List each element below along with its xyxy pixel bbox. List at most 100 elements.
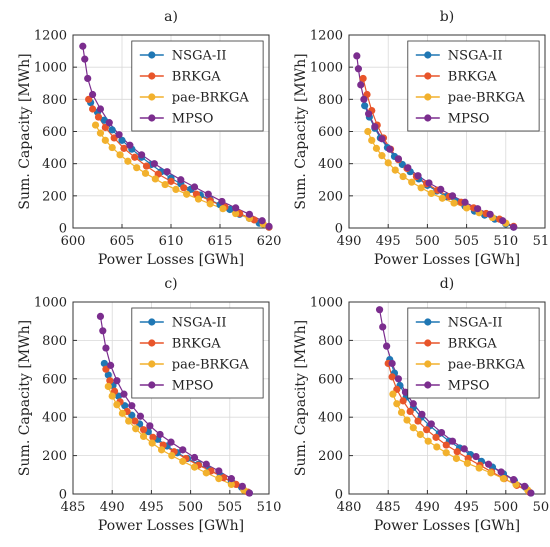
data-point — [194, 195, 203, 203]
data-point — [219, 205, 227, 213]
chart-panel-1: 490 495 500 505 510 515 0 200 400 600 800 1000 1200 b… — [293, 9, 550, 268]
y-tick-label: 0 — [59, 488, 67, 503]
data-point — [472, 452, 480, 461]
data-point — [414, 417, 422, 425]
x-tick-label: 490 — [415, 500, 440, 515]
y-tick-label: 600 — [318, 125, 343, 140]
data-point — [379, 323, 387, 331]
data-point — [167, 438, 175, 446]
legend-marker — [424, 318, 432, 326]
data-point — [399, 172, 407, 181]
data-point — [113, 377, 121, 385]
legend-marker — [148, 339, 156, 347]
x-tick-label: 505 — [454, 234, 479, 249]
data-point — [393, 385, 401, 393]
panel-label: c) — [164, 276, 177, 292]
data-point — [172, 185, 180, 193]
data-point — [521, 482, 529, 490]
data-point — [105, 119, 113, 127]
legend-label: MPSO — [172, 112, 214, 127]
data-point — [104, 371, 112, 379]
data-point — [215, 467, 223, 475]
data-point — [132, 425, 140, 433]
y-tick-label: 1000 — [310, 61, 343, 76]
data-point — [398, 160, 406, 169]
data-point — [190, 453, 199, 462]
data-point — [359, 74, 367, 83]
data-point — [124, 157, 132, 165]
data-point — [510, 223, 518, 231]
data-point — [131, 153, 139, 161]
data-point — [437, 185, 445, 193]
data-point — [94, 113, 103, 121]
y-axis-title: Sum. Capacity [MWh] — [293, 320, 309, 476]
data-point — [510, 476, 518, 484]
data-point — [108, 143, 116, 152]
data-point — [179, 446, 187, 454]
legend-marker — [148, 360, 156, 368]
data-point — [450, 199, 458, 207]
x-axis-title: Power Losses [GWh] — [98, 518, 244, 534]
legend-marker — [148, 318, 156, 326]
x-tick-label: 490 — [100, 500, 125, 515]
legend-label: pae-BRKGA — [172, 91, 250, 106]
x-tick-label: 495 — [139, 500, 164, 515]
data-point — [150, 160, 158, 168]
x-tick-label: 485 — [376, 500, 401, 515]
data-point — [375, 306, 384, 314]
data-point — [96, 129, 105, 137]
legend-marker — [148, 381, 156, 389]
y-axis-title: Sum. Capacity [MWh] — [293, 53, 309, 209]
legend-marker — [424, 360, 432, 368]
legend-label: pae-BRKGA — [448, 358, 526, 373]
x-tick-label: 615 — [208, 234, 233, 249]
panel-label: b) — [440, 9, 454, 25]
x-tick-label: 510 — [493, 234, 518, 249]
y-tick-label: 800 — [318, 334, 343, 349]
y-tick-label: 1200 — [310, 29, 343, 44]
y-tick-label: 400 — [42, 411, 67, 426]
data-point — [258, 217, 266, 225]
data-point — [120, 390, 128, 398]
plot-frame — [72, 301, 270, 495]
x-tick-label: 505 — [533, 500, 550, 515]
x-tick-label: 620 — [257, 234, 282, 249]
data-point — [81, 55, 89, 63]
data-point — [157, 446, 166, 454]
data-point — [136, 412, 145, 420]
data-point — [361, 102, 369, 110]
data-point — [133, 164, 141, 172]
legend-marker — [424, 72, 432, 80]
panel-label: d) — [440, 276, 454, 292]
data-point — [384, 159, 392, 167]
data-point — [126, 141, 134, 149]
legend-marker — [424, 93, 432, 101]
y-tick-label: 200 — [318, 449, 343, 464]
data-point — [179, 457, 187, 465]
x-tick-label: 480 — [337, 500, 362, 515]
y-tick-label: 600 — [42, 125, 67, 140]
data-point — [139, 426, 148, 434]
data-point — [371, 123, 379, 131]
data-point — [100, 359, 108, 368]
data-point — [448, 192, 457, 200]
data-point — [475, 464, 483, 472]
data-point — [452, 454, 461, 463]
data-point — [418, 410, 426, 418]
data-point — [386, 145, 394, 153]
data-point — [113, 401, 121, 409]
data-point — [391, 166, 399, 174]
data-point — [438, 194, 446, 202]
data-point — [107, 361, 115, 369]
data-point — [360, 95, 368, 103]
y-tick-label: 600 — [42, 372, 67, 387]
legend-marker — [424, 114, 432, 122]
chart-panel-2: 485 490 495 500 505 510 0 200 400 600 800 1000 c) Pow… — [17, 276, 281, 534]
data-point — [401, 388, 410, 396]
data-point — [527, 489, 535, 497]
data-point — [141, 169, 150, 177]
x-tick-label: 515 — [533, 234, 550, 249]
data-point — [453, 448, 461, 456]
legend-label: NSGA-II — [448, 49, 503, 64]
data-point — [101, 123, 109, 132]
